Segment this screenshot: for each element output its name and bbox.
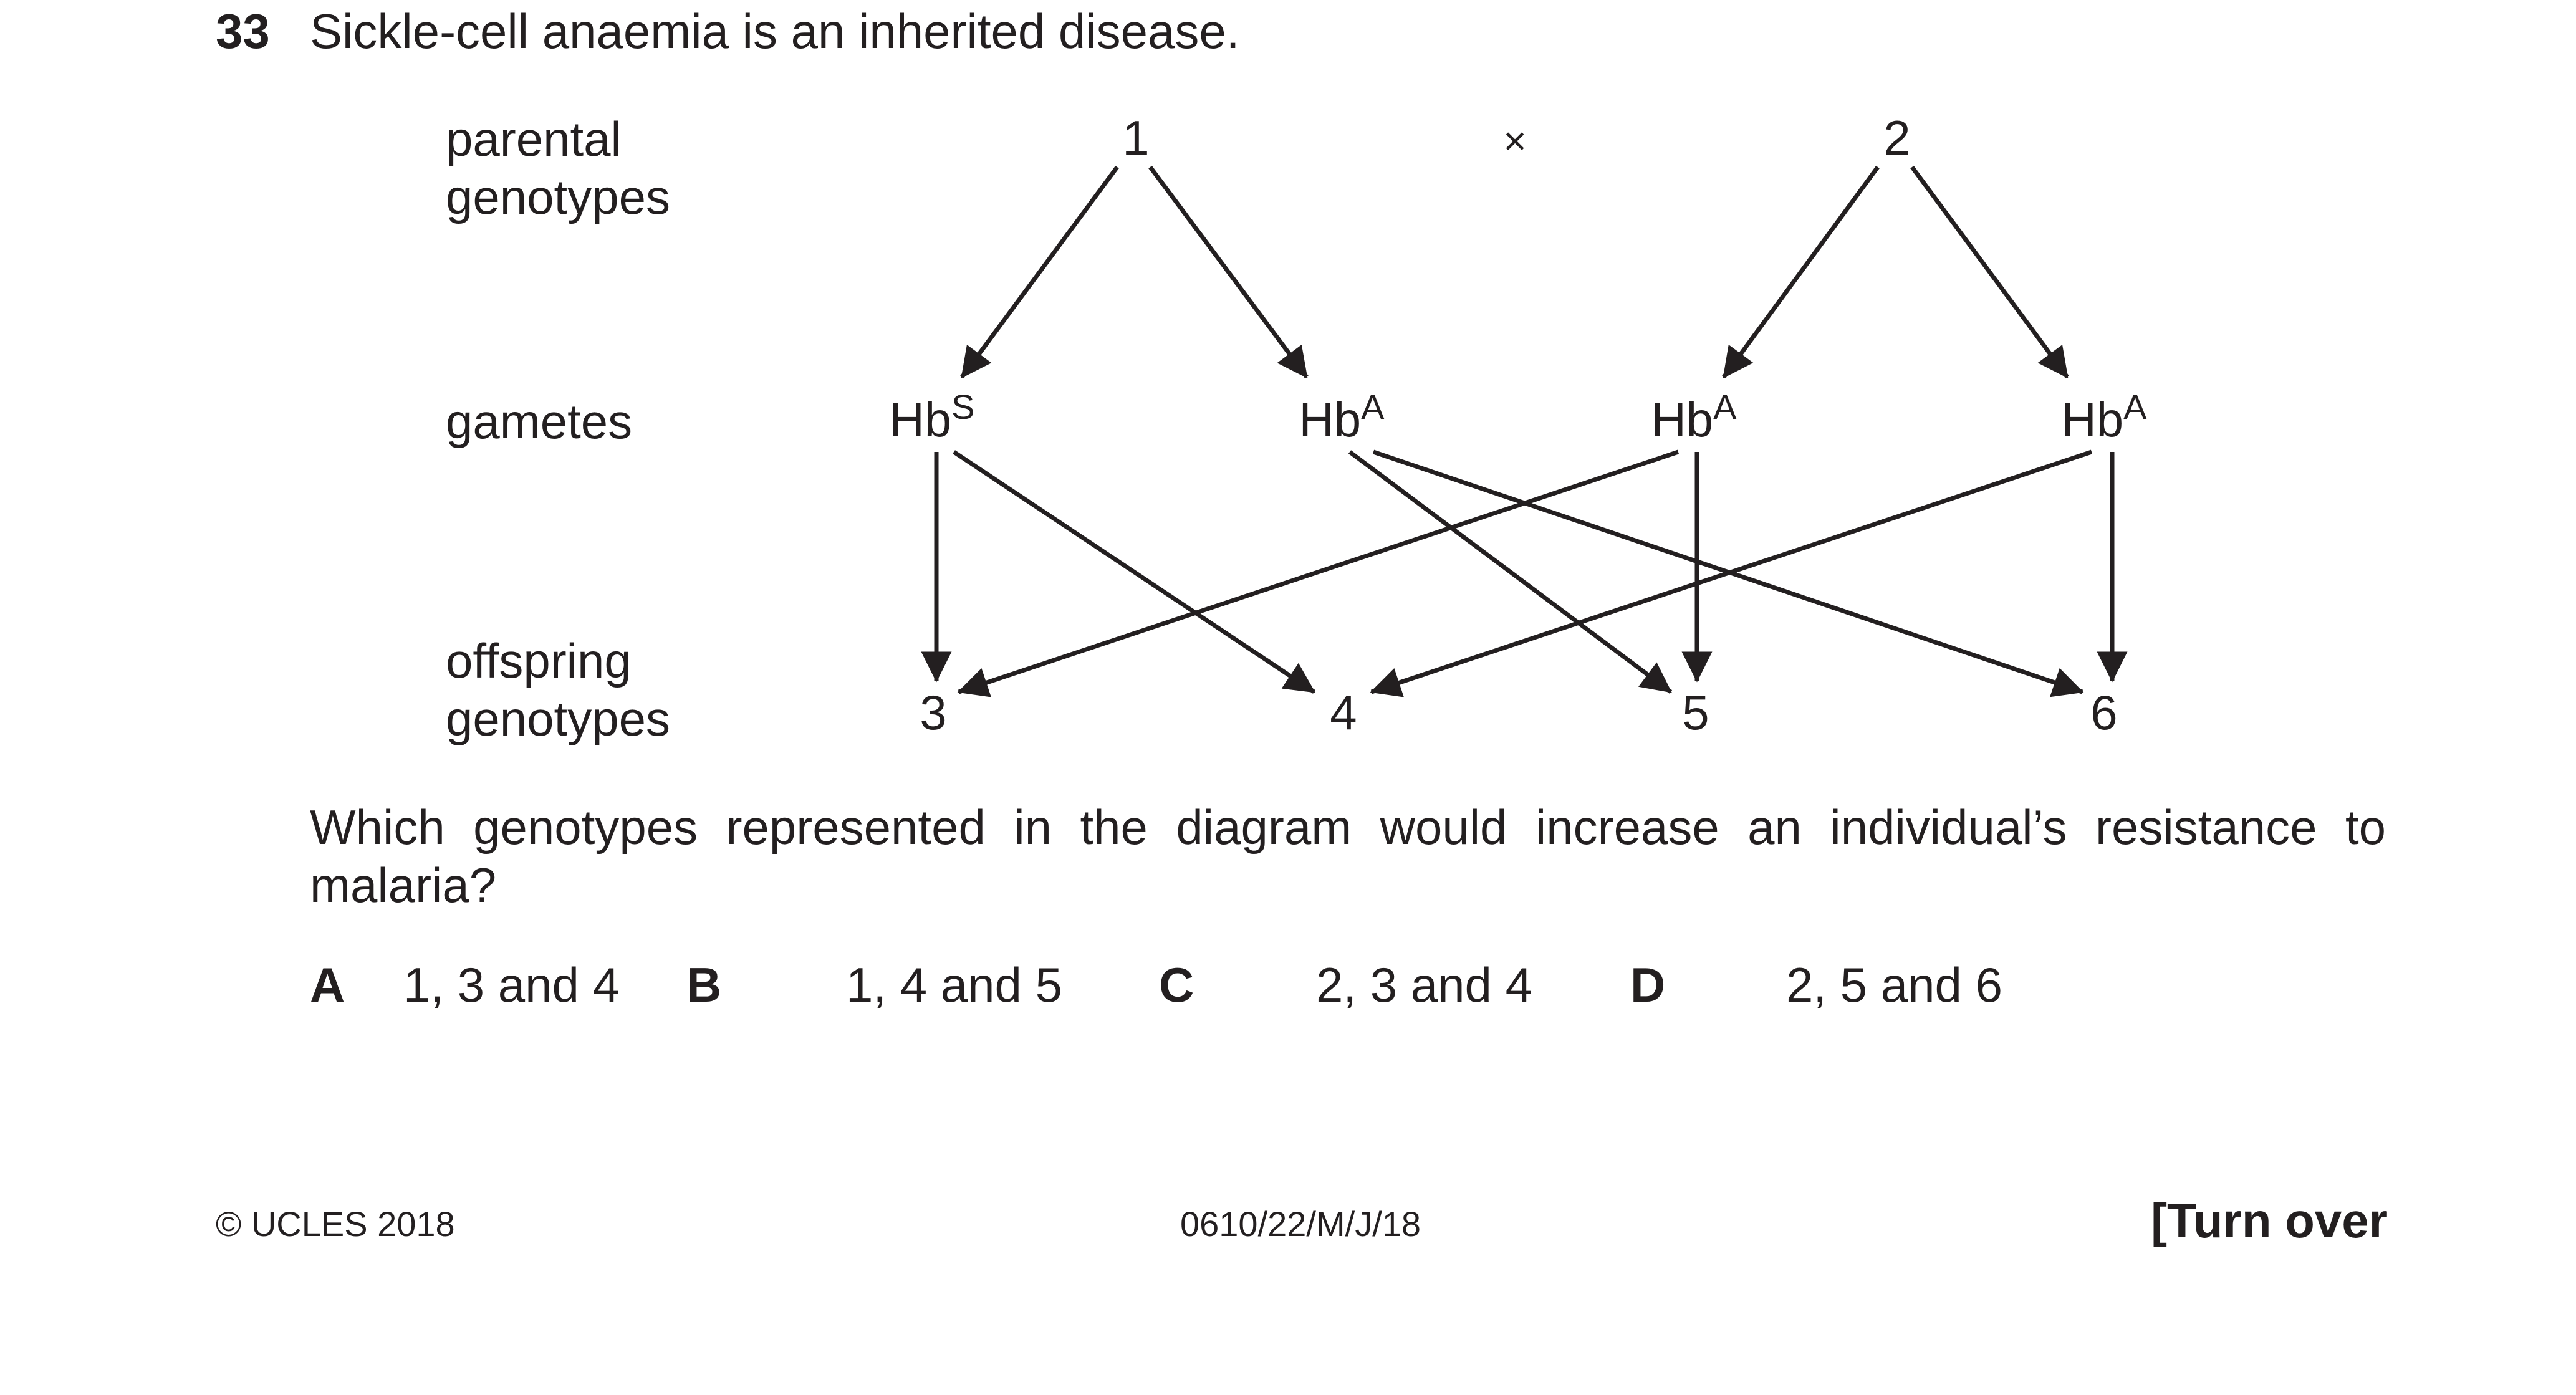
arrow-parent1-to-hba xyxy=(1148,165,1309,379)
option-a-letter: A xyxy=(310,957,345,1012)
cross-symbol: × xyxy=(1503,118,1526,163)
arrow-parent2-to-hba-left xyxy=(1722,165,1880,379)
gamete-hba-2-sup: A xyxy=(1713,387,1737,426)
option-c-letter: C xyxy=(1159,957,1194,1012)
offspring-label-line1: offspring xyxy=(446,633,632,688)
question-number: 33 xyxy=(216,4,270,59)
option-d-letter: D xyxy=(1630,957,1666,1012)
arrow-hbs-to-4 xyxy=(953,450,1316,694)
paper-code: 0610/22/M/J/18 xyxy=(1180,1204,1421,1244)
option-a-text: 1, 3 and 4 xyxy=(403,957,620,1012)
offspring-4: 4 xyxy=(1330,685,1357,740)
gamete-hba-3-base: Hb xyxy=(2061,392,2123,447)
offspring-5: 5 xyxy=(1682,685,1709,740)
gamete-hba-3-sup: A xyxy=(2123,387,2147,426)
arrow-parent2-to-hba-right xyxy=(1910,165,2069,379)
gamete-hbs: HbS xyxy=(889,387,974,447)
gamete-hba-2: HbA xyxy=(1651,387,1737,447)
gamete-hba-3: HbA xyxy=(2061,387,2147,447)
option-b-text: 1, 4 and 5 xyxy=(846,957,1062,1012)
gamete-hbs-sup: S xyxy=(951,387,974,426)
arrow-hba2-to-3 xyxy=(957,449,1680,698)
option-b-letter: B xyxy=(686,957,722,1012)
offspring-genotypes-label: offspring genotypes xyxy=(446,632,670,748)
arrow-parent1-to-hbs xyxy=(960,165,1119,379)
option-d-text: 2, 5 and 6 xyxy=(1786,957,2002,1012)
copyright-notice: © UCLES 2018 xyxy=(216,1204,455,1244)
offspring-6: 6 xyxy=(2090,685,2117,740)
gamete-hba-2-base: Hb xyxy=(1651,392,1713,447)
offspring-label-line2: genotypes xyxy=(446,691,670,746)
question-stem: Sickle-cell anaemia is an inherited dise… xyxy=(310,4,1240,59)
parental-label-line2: genotypes xyxy=(446,170,670,224)
gamete-hba-1: HbA xyxy=(1299,387,1385,447)
parental-genotypes-label: parental genotypes xyxy=(446,110,670,226)
gametes-label: gametes xyxy=(446,394,633,449)
gamete-hba-1-sup: A xyxy=(1361,387,1385,426)
parental-label-line1: parental xyxy=(446,112,622,166)
question-prompt: Which genotypes represented in the diagr… xyxy=(310,800,2386,913)
option-c-text: 2, 3 and 4 xyxy=(1316,957,1532,1012)
offspring-3: 3 xyxy=(920,685,946,740)
parent-2: 2 xyxy=(1883,110,1910,165)
turn-over-note: [Turn over xyxy=(2151,1193,2388,1248)
arrow-hba1-to-5 xyxy=(1348,450,1673,694)
gamete-hbs-base: Hb xyxy=(889,392,951,447)
parent-1: 1 xyxy=(1122,110,1149,165)
arrow-hba3-to-4 xyxy=(1370,449,2093,698)
gamete-hba-1-base: Hb xyxy=(1299,392,1361,447)
